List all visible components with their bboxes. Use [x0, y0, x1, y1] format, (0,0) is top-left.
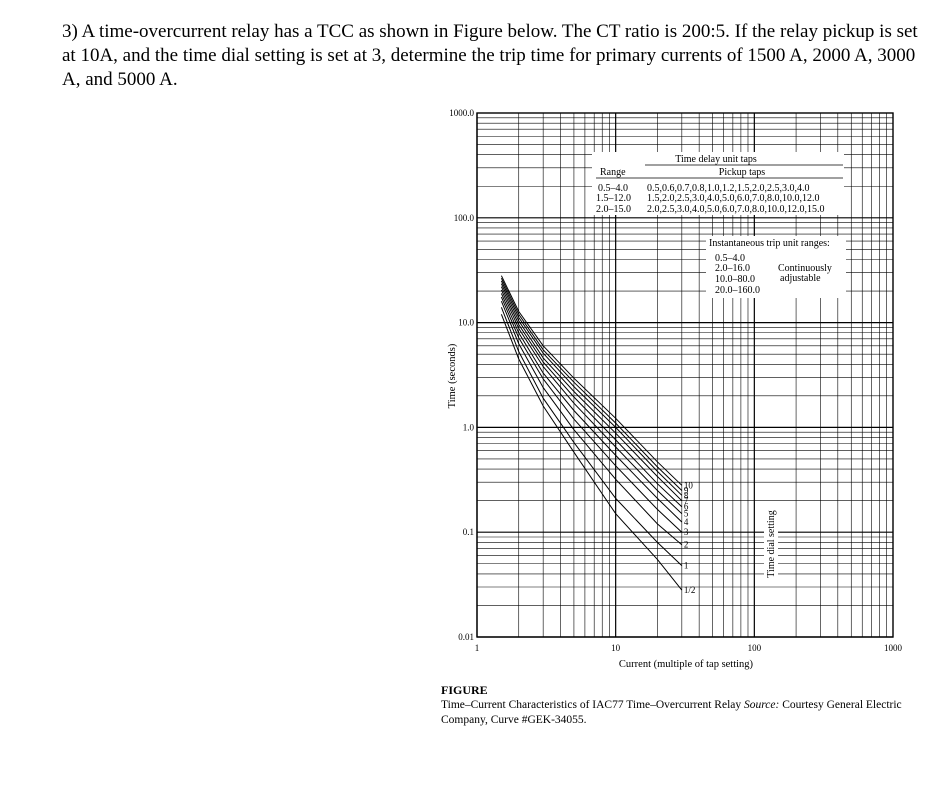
taps-row-2: 1.5,2.0,2.5,3.0,4.0,5.0,6.0,7.0,8.0,10.0…	[647, 193, 820, 204]
curve-label-dial-6: 6	[684, 502, 689, 512]
curve-label-dial-10: 10	[684, 480, 694, 490]
taps-table-bg	[592, 152, 844, 215]
curve-dial-2	[500, 301, 683, 546]
y-tick-label: 10.0	[458, 318, 474, 328]
y-tick-label: 100.0	[454, 213, 475, 223]
figure-caption: FIGURE Time–Current Characteristics of I…	[441, 683, 941, 728]
curve-label-dial-2: 2	[684, 540, 689, 550]
curve-label-dial-1-2: 1/2	[684, 585, 696, 595]
y-tick-label: 1.0	[463, 422, 475, 432]
y-tick-label: 1000.0	[449, 108, 474, 118]
range-header: Range	[600, 167, 626, 178]
curve-dial-8	[500, 280, 683, 496]
curve-label-dial-1: 1	[684, 561, 689, 571]
curve-dial-10	[500, 275, 683, 486]
curve-label-dial-7: 7	[684, 496, 689, 506]
x-tick-label: 1000	[884, 643, 903, 653]
x-tick-label: 10	[611, 643, 621, 653]
curve-label-dial-8: 8	[684, 490, 689, 500]
curve-label-dial-3: 3	[684, 527, 689, 537]
curve-label-dial-9: 9	[684, 485, 689, 495]
instantaneous-title: Instantaneous trip unit ranges:	[709, 238, 830, 249]
range-row-2: 1.5–12.0	[596, 193, 631, 204]
x-axis-label: Current (multiple of tap setting)	[619, 659, 754, 670]
instantaneous-range-3: 10.0–80.0	[715, 274, 755, 285]
instantaneous-ranges-box: Instantaneous trip unit ranges: 0.5–4.0 …	[706, 236, 846, 298]
instantaneous-range-4: 20.0–160.0	[715, 285, 760, 296]
tcc-chart: 1000.0 100.0 10.0 1.0 0.1 0.01 1 10 100 1000 Tim…	[447, 108, 903, 670]
caption-body: Time–Current Characteristics of IAC77 Ti…	[441, 698, 941, 728]
time-dial-curves	[500, 275, 683, 591]
caption-heading: FIGURE	[441, 683, 488, 697]
curve-dial-5	[500, 289, 683, 515]
problem-statement: 3) A time-overcurrent relay has a TCC as…	[62, 21, 918, 90]
curve-dial-7	[500, 283, 683, 502]
y-axis-label: Time (seconds)	[447, 343, 458, 408]
caption-text: Time–Current Characteristics of IAC77 Ti…	[441, 699, 744, 711]
taps-table-title: Time delay unit taps	[675, 154, 757, 165]
curve-dial-1	[500, 307, 683, 566]
taps-row-1: 0.5,0.6,0.7,0.8,1.0,1.2,1.5,2.0,2.5,3.0,…	[647, 183, 810, 194]
pickup-header: Pickup taps	[719, 167, 765, 178]
time-delay-taps-table: Time delay unit taps Range Pickup taps 0…	[592, 152, 844, 215]
dial-label-bg	[764, 502, 778, 584]
y-tick-labels: 1000.0 100.0 10.0 1.0 0.1 0.01	[449, 108, 474, 642]
curve-label-dial-5: 5	[684, 509, 689, 519]
range-row-1: 0.5–4.0	[598, 183, 628, 194]
y-tick-label: 0.01	[458, 632, 474, 642]
range-row-3: 2.0–15.0	[596, 204, 631, 215]
curve-label-dial-4: 4	[684, 517, 689, 527]
x-tick-label: 100	[748, 643, 762, 653]
caption-source-text: Courtesy General Electric Company, Curve…	[441, 699, 902, 726]
curve-dial-6	[500, 286, 683, 508]
plot-frame	[476, 112, 894, 638]
time-dial-axis-label: Time dial setting	[766, 510, 777, 577]
caption-source-label: Source:	[744, 699, 780, 711]
curve-dial-1-2	[500, 314, 683, 591]
adjustable-note-2: adjustable	[780, 273, 821, 284]
instantaneous-range-2: 2.0–16.0	[715, 263, 750, 274]
curve-dial-9	[500, 277, 683, 491]
x-tick-label: 1	[475, 643, 480, 653]
taps-row-3: 2.0,2.5,3.0,4.0,5.0,6.0,7.0,8.0,10.0,12.…	[647, 204, 825, 215]
x-tick-labels: 1 10 100 1000	[475, 643, 903, 653]
curve-dial-4	[500, 293, 683, 523]
curve-dial-3	[500, 296, 683, 533]
y-tick-label: 0.1	[463, 527, 474, 537]
instantaneous-box-bg	[706, 236, 846, 298]
instantaneous-range-1: 0.5–4.0	[715, 253, 745, 264]
adjustable-note-1: Continuously	[778, 263, 832, 274]
